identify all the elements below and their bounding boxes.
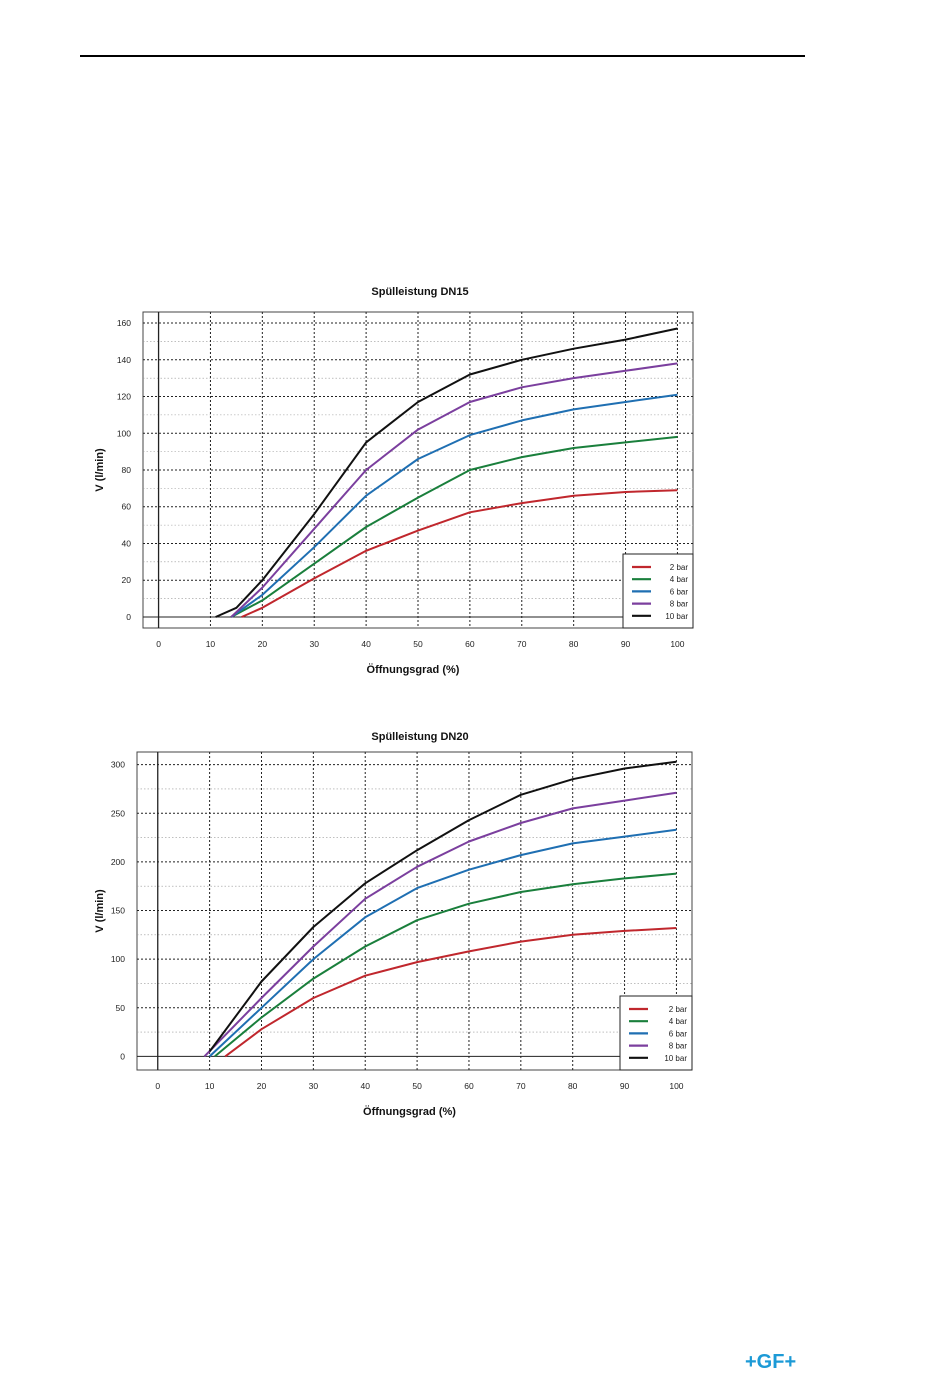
y-tick-label: 40 (122, 538, 132, 548)
legend-label: 10 bar (664, 1054, 687, 1063)
x-tick-label: 60 (464, 1081, 474, 1091)
y-tick-label: 150 (111, 906, 125, 916)
legend-label: 8 bar (669, 1042, 688, 1051)
series-line-6-bar (208, 828, 677, 1058)
y-tick-label: 60 (122, 502, 132, 512)
series-line-4-bar (230, 435, 678, 618)
x-tick-label: 10 (206, 639, 216, 649)
x-tick-label: 80 (568, 1081, 578, 1091)
y-tick-label: 160 (117, 318, 131, 328)
chart-title: Spülleistung DN20 (371, 731, 469, 743)
y-axis-label: V (l/min) (94, 448, 106, 492)
legend-label: 2 bar (669, 1005, 688, 1014)
y-axis-label: V (l/min) (94, 889, 106, 933)
top-rule (80, 55, 805, 57)
x-tick-label: 40 (360, 1081, 370, 1091)
series-line-2-bar (224, 927, 677, 1058)
x-tick-label: 100 (670, 639, 684, 649)
y-tick-label: 100 (111, 954, 125, 964)
y-tick-label: 0 (126, 612, 131, 622)
legend-label: 6 bar (669, 1029, 688, 1038)
x-tick-label: 10 (205, 1081, 215, 1091)
legend-label: 4 bar (670, 575, 689, 584)
x-tick-label: 90 (620, 1081, 630, 1091)
y-tick-label: 250 (111, 808, 125, 818)
series-line-4-bar (214, 872, 677, 1058)
series-line-8-bar (230, 362, 678, 618)
y-tick-label: 0 (120, 1051, 125, 1061)
chart-dn15-svg: 0 20 40 60 80 100 120 140 160 0 10 20 30 40 50 60 70 80 90… (94, 311, 694, 676)
series-line-10-bar (208, 760, 677, 1053)
y-tick-label: 300 (111, 760, 125, 770)
x-tick-label: 50 (413, 639, 423, 649)
y-tick-label: 20 (122, 575, 132, 585)
y-tick-label: 140 (117, 355, 131, 365)
series-line-2-bar (241, 489, 678, 618)
series-line-6-bar (230, 393, 678, 618)
legend-label: 6 bar (670, 587, 689, 596)
chart-title: Spülleistung DN15 (371, 286, 469, 298)
x-axis-label: Öffnungsgrad (%) (363, 1105, 456, 1118)
gf-logo: +GF+ (745, 1351, 797, 1373)
chart-dn15: Spülleistung DN15 0 20 40 60 80 100 120 140 160 0… (90, 280, 710, 690)
legend-label: 8 bar (670, 600, 689, 609)
x-tick-label: 30 (309, 1081, 319, 1091)
y-tick-label: 80 (122, 465, 132, 475)
legend-label: 2 bar (670, 563, 689, 572)
x-tick-label: 50 (412, 1081, 422, 1091)
series-line-10-bar (215, 327, 678, 618)
x-tick-label: 80 (569, 639, 579, 649)
chart-dn20-svg: 0 50 100 150 200 250 300 0 10 20 30 40 50 60 70 80 90 100… (94, 751, 693, 1118)
y-tick-label: 200 (111, 857, 125, 867)
x-tick-label: 100 (669, 1081, 683, 1091)
y-tick-label: 100 (117, 428, 131, 438)
x-tick-label: 20 (257, 1081, 267, 1091)
series-line-8-bar (203, 791, 677, 1058)
x-axis-label: Öffnungsgrad (%) (367, 663, 460, 676)
legend-label: 10 bar (665, 612, 688, 621)
chart-dn20: Spülleistung DN20 0 50 100 150 200 250 300 0 10 2… (90, 725, 710, 1135)
y-tick-label: 50 (116, 1003, 126, 1013)
y-tick-label: 120 (117, 392, 131, 402)
x-tick-label: 60 (465, 639, 475, 649)
x-tick-label: 20 (258, 639, 268, 649)
legend-label: 4 bar (669, 1017, 688, 1026)
x-tick-label: 30 (309, 639, 319, 649)
x-tick-label: 0 (156, 639, 161, 649)
x-tick-label: 40 (361, 639, 371, 649)
x-tick-label: 70 (516, 1081, 526, 1091)
x-tick-label: 90 (621, 639, 631, 649)
x-tick-label: 0 (155, 1081, 160, 1091)
x-tick-label: 70 (517, 639, 527, 649)
